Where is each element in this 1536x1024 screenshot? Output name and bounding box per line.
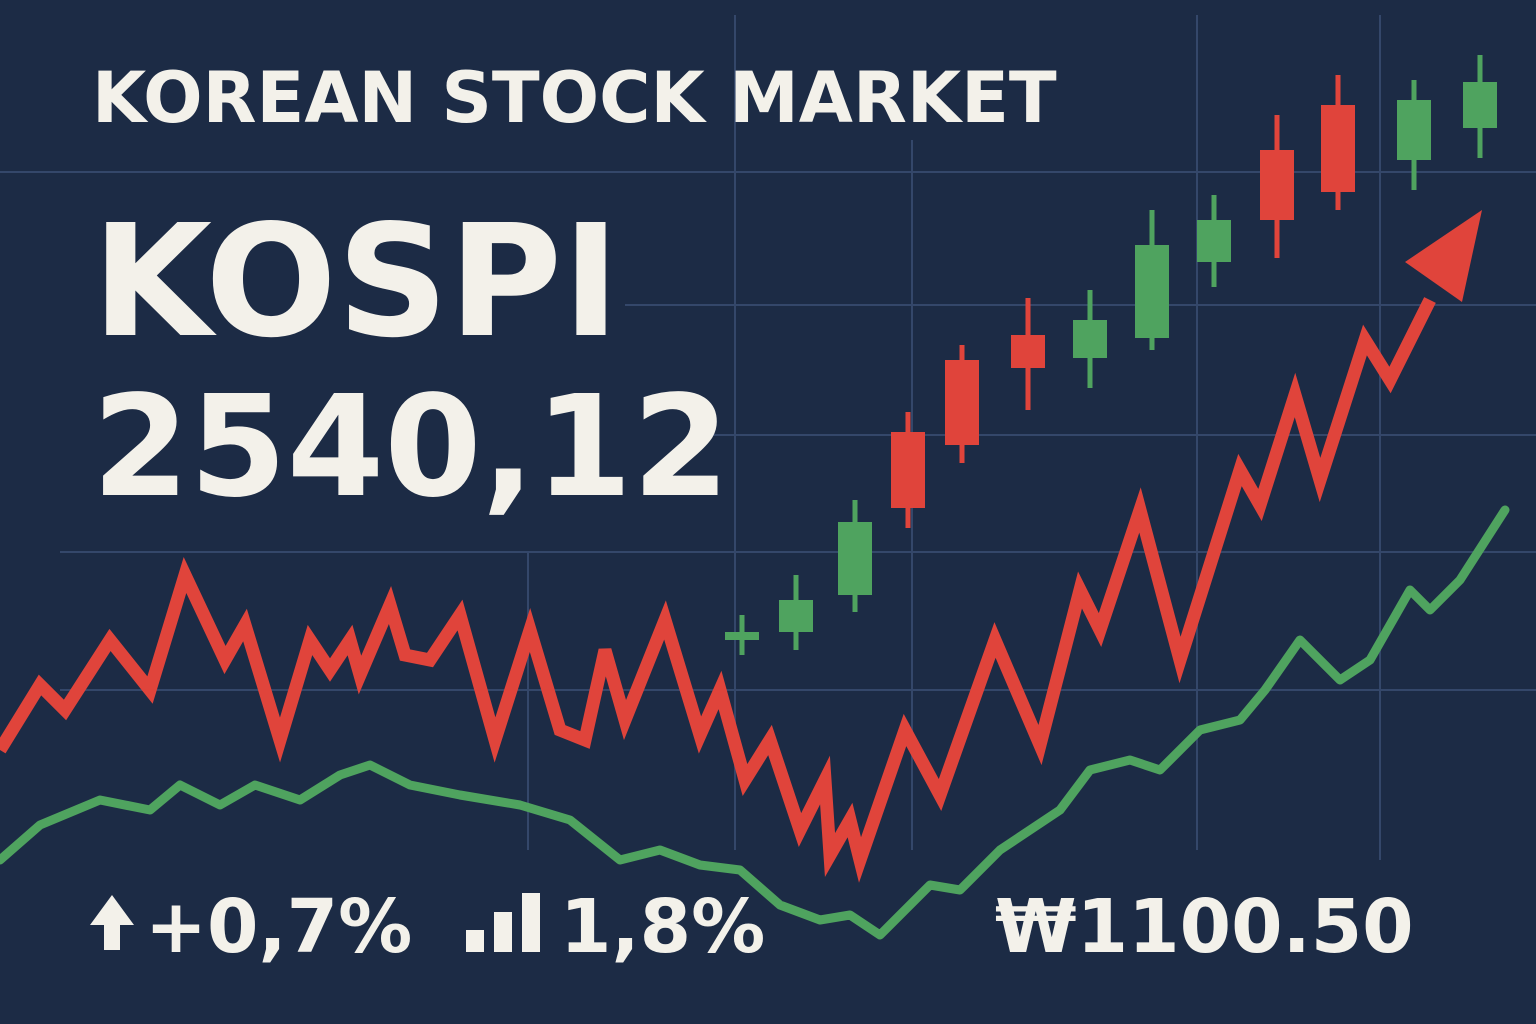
candle-body xyxy=(891,432,925,508)
candle-body xyxy=(1397,100,1431,160)
candle-body xyxy=(945,360,979,445)
change-value: +0,7% xyxy=(145,884,412,970)
candle-body xyxy=(1135,245,1169,338)
arrow-head xyxy=(1405,210,1482,302)
candle-body xyxy=(779,600,813,632)
volume-value: 1,8% xyxy=(560,884,765,970)
red-line xyxy=(0,297,1436,883)
index-name: KOSPI xyxy=(92,191,620,372)
candle-body xyxy=(1197,220,1231,262)
green-line xyxy=(0,505,1510,940)
candle-body xyxy=(838,522,872,595)
bar-icon xyxy=(522,893,540,952)
candle-body xyxy=(1011,335,1045,368)
exchange-rate: ₩1100.50 xyxy=(995,884,1414,970)
title: KOREAN STOCK MARKET xyxy=(92,57,1057,139)
index-value: 2540,12 xyxy=(92,366,730,529)
candle-body xyxy=(1321,105,1355,192)
candle-body xyxy=(1073,320,1107,358)
candle-body xyxy=(1260,150,1294,220)
candle-body xyxy=(1463,82,1497,128)
up-arrow-icon xyxy=(90,895,134,950)
bar-icon xyxy=(466,930,484,952)
candle-body xyxy=(725,632,759,640)
candlesticks xyxy=(725,55,1497,655)
bar-icon xyxy=(494,912,512,952)
